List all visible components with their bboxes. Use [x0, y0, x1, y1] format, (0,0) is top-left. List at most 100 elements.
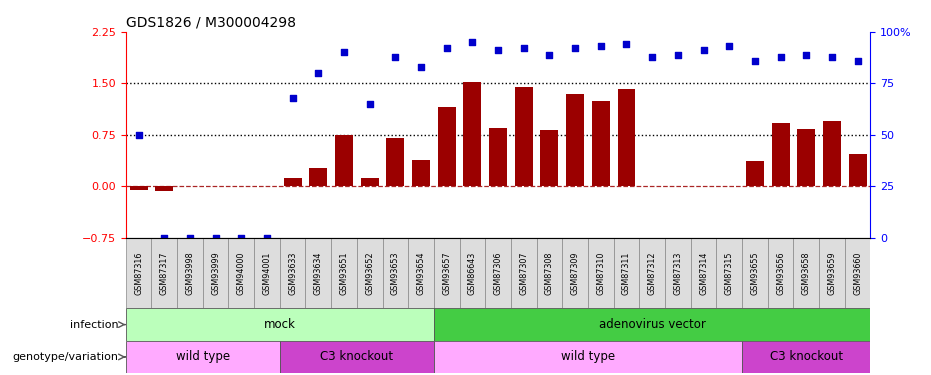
Bar: [515, 87, 533, 186]
Point: [825, 54, 840, 60]
Text: GSM87315: GSM87315: [724, 251, 734, 295]
Text: GSM86643: GSM86643: [468, 252, 477, 295]
Bar: [485, 238, 511, 308]
Bar: [383, 238, 408, 308]
Bar: [588, 238, 614, 308]
Bar: [335, 135, 353, 186]
Bar: [360, 178, 379, 186]
Bar: [309, 168, 328, 186]
Text: wild type: wild type: [560, 351, 615, 363]
Bar: [386, 138, 404, 186]
Bar: [614, 238, 640, 308]
Text: C3 knockout: C3 knockout: [770, 351, 843, 363]
Point: [491, 47, 506, 53]
Text: GSM87307: GSM87307: [519, 251, 528, 295]
Bar: [126, 341, 280, 373]
Bar: [126, 308, 434, 341]
Point: [388, 54, 403, 60]
Bar: [177, 238, 203, 308]
Text: GSM87316: GSM87316: [134, 251, 143, 295]
Point: [619, 41, 634, 47]
Bar: [617, 89, 636, 186]
Bar: [562, 238, 588, 308]
Point: [336, 50, 351, 55]
Point: [439, 45, 454, 51]
Point: [773, 54, 788, 60]
Bar: [592, 100, 610, 186]
Bar: [716, 238, 742, 308]
Bar: [819, 238, 844, 308]
Bar: [280, 341, 434, 373]
Bar: [742, 341, 870, 373]
Text: GSM87314: GSM87314: [699, 251, 708, 295]
Text: GSM87313: GSM87313: [673, 251, 682, 295]
Point: [182, 235, 197, 241]
Text: GSM93634: GSM93634: [314, 251, 323, 295]
Bar: [152, 238, 177, 308]
Point: [156, 235, 171, 241]
Text: GSM93657: GSM93657: [442, 251, 452, 295]
Point: [645, 54, 660, 60]
Text: GSM87308: GSM87308: [545, 251, 554, 295]
Point: [542, 51, 557, 57]
Text: GSM93656: GSM93656: [776, 251, 785, 295]
Text: mock: mock: [263, 318, 296, 331]
Bar: [434, 308, 870, 341]
Text: GSM87306: GSM87306: [493, 251, 503, 295]
Text: GSM93660: GSM93660: [853, 251, 862, 295]
Text: adenovirus vector: adenovirus vector: [599, 318, 706, 331]
Point: [517, 45, 532, 51]
Bar: [126, 238, 152, 308]
Point: [593, 43, 608, 49]
Text: GSM87317: GSM87317: [160, 251, 169, 295]
Text: GSM93651: GSM93651: [340, 251, 348, 295]
Bar: [460, 238, 485, 308]
Point: [413, 64, 428, 70]
Bar: [768, 238, 793, 308]
Bar: [691, 238, 716, 308]
Bar: [536, 238, 562, 308]
Point: [209, 235, 223, 241]
Bar: [129, 186, 147, 190]
Bar: [742, 238, 768, 308]
Bar: [844, 238, 870, 308]
Text: GSM93633: GSM93633: [288, 251, 297, 295]
Bar: [823, 121, 841, 186]
Text: GSM93659: GSM93659: [828, 251, 836, 295]
Text: GSM93655: GSM93655: [750, 251, 760, 295]
Bar: [772, 123, 789, 186]
Point: [696, 47, 711, 53]
Text: wild type: wild type: [176, 351, 230, 363]
Bar: [357, 238, 383, 308]
Text: GSM87309: GSM87309: [571, 251, 580, 295]
Point: [311, 70, 326, 76]
Text: GDS1826 / M300004298: GDS1826 / M300004298: [126, 15, 296, 29]
Bar: [438, 107, 455, 186]
Bar: [640, 238, 665, 308]
Text: GSM93654: GSM93654: [416, 251, 425, 295]
Bar: [511, 238, 536, 308]
Point: [722, 43, 736, 49]
Text: GSM93653: GSM93653: [391, 251, 399, 295]
Bar: [284, 178, 302, 186]
Text: GSM87311: GSM87311: [622, 251, 631, 295]
Bar: [254, 238, 280, 308]
Point: [850, 58, 865, 64]
Bar: [412, 160, 430, 186]
Text: infection: infection: [70, 320, 118, 330]
Bar: [203, 238, 228, 308]
Point: [568, 45, 583, 51]
Text: GSM93999: GSM93999: [211, 251, 220, 295]
Bar: [793, 238, 819, 308]
Text: C3 knockout: C3 knockout: [320, 351, 394, 363]
Bar: [305, 238, 331, 308]
Bar: [566, 94, 584, 186]
Point: [748, 58, 762, 64]
Bar: [849, 154, 867, 186]
Point: [799, 51, 814, 57]
Point: [131, 132, 146, 138]
Bar: [331, 238, 357, 308]
Bar: [746, 161, 764, 186]
Point: [234, 235, 249, 241]
Text: GSM94000: GSM94000: [236, 251, 246, 295]
